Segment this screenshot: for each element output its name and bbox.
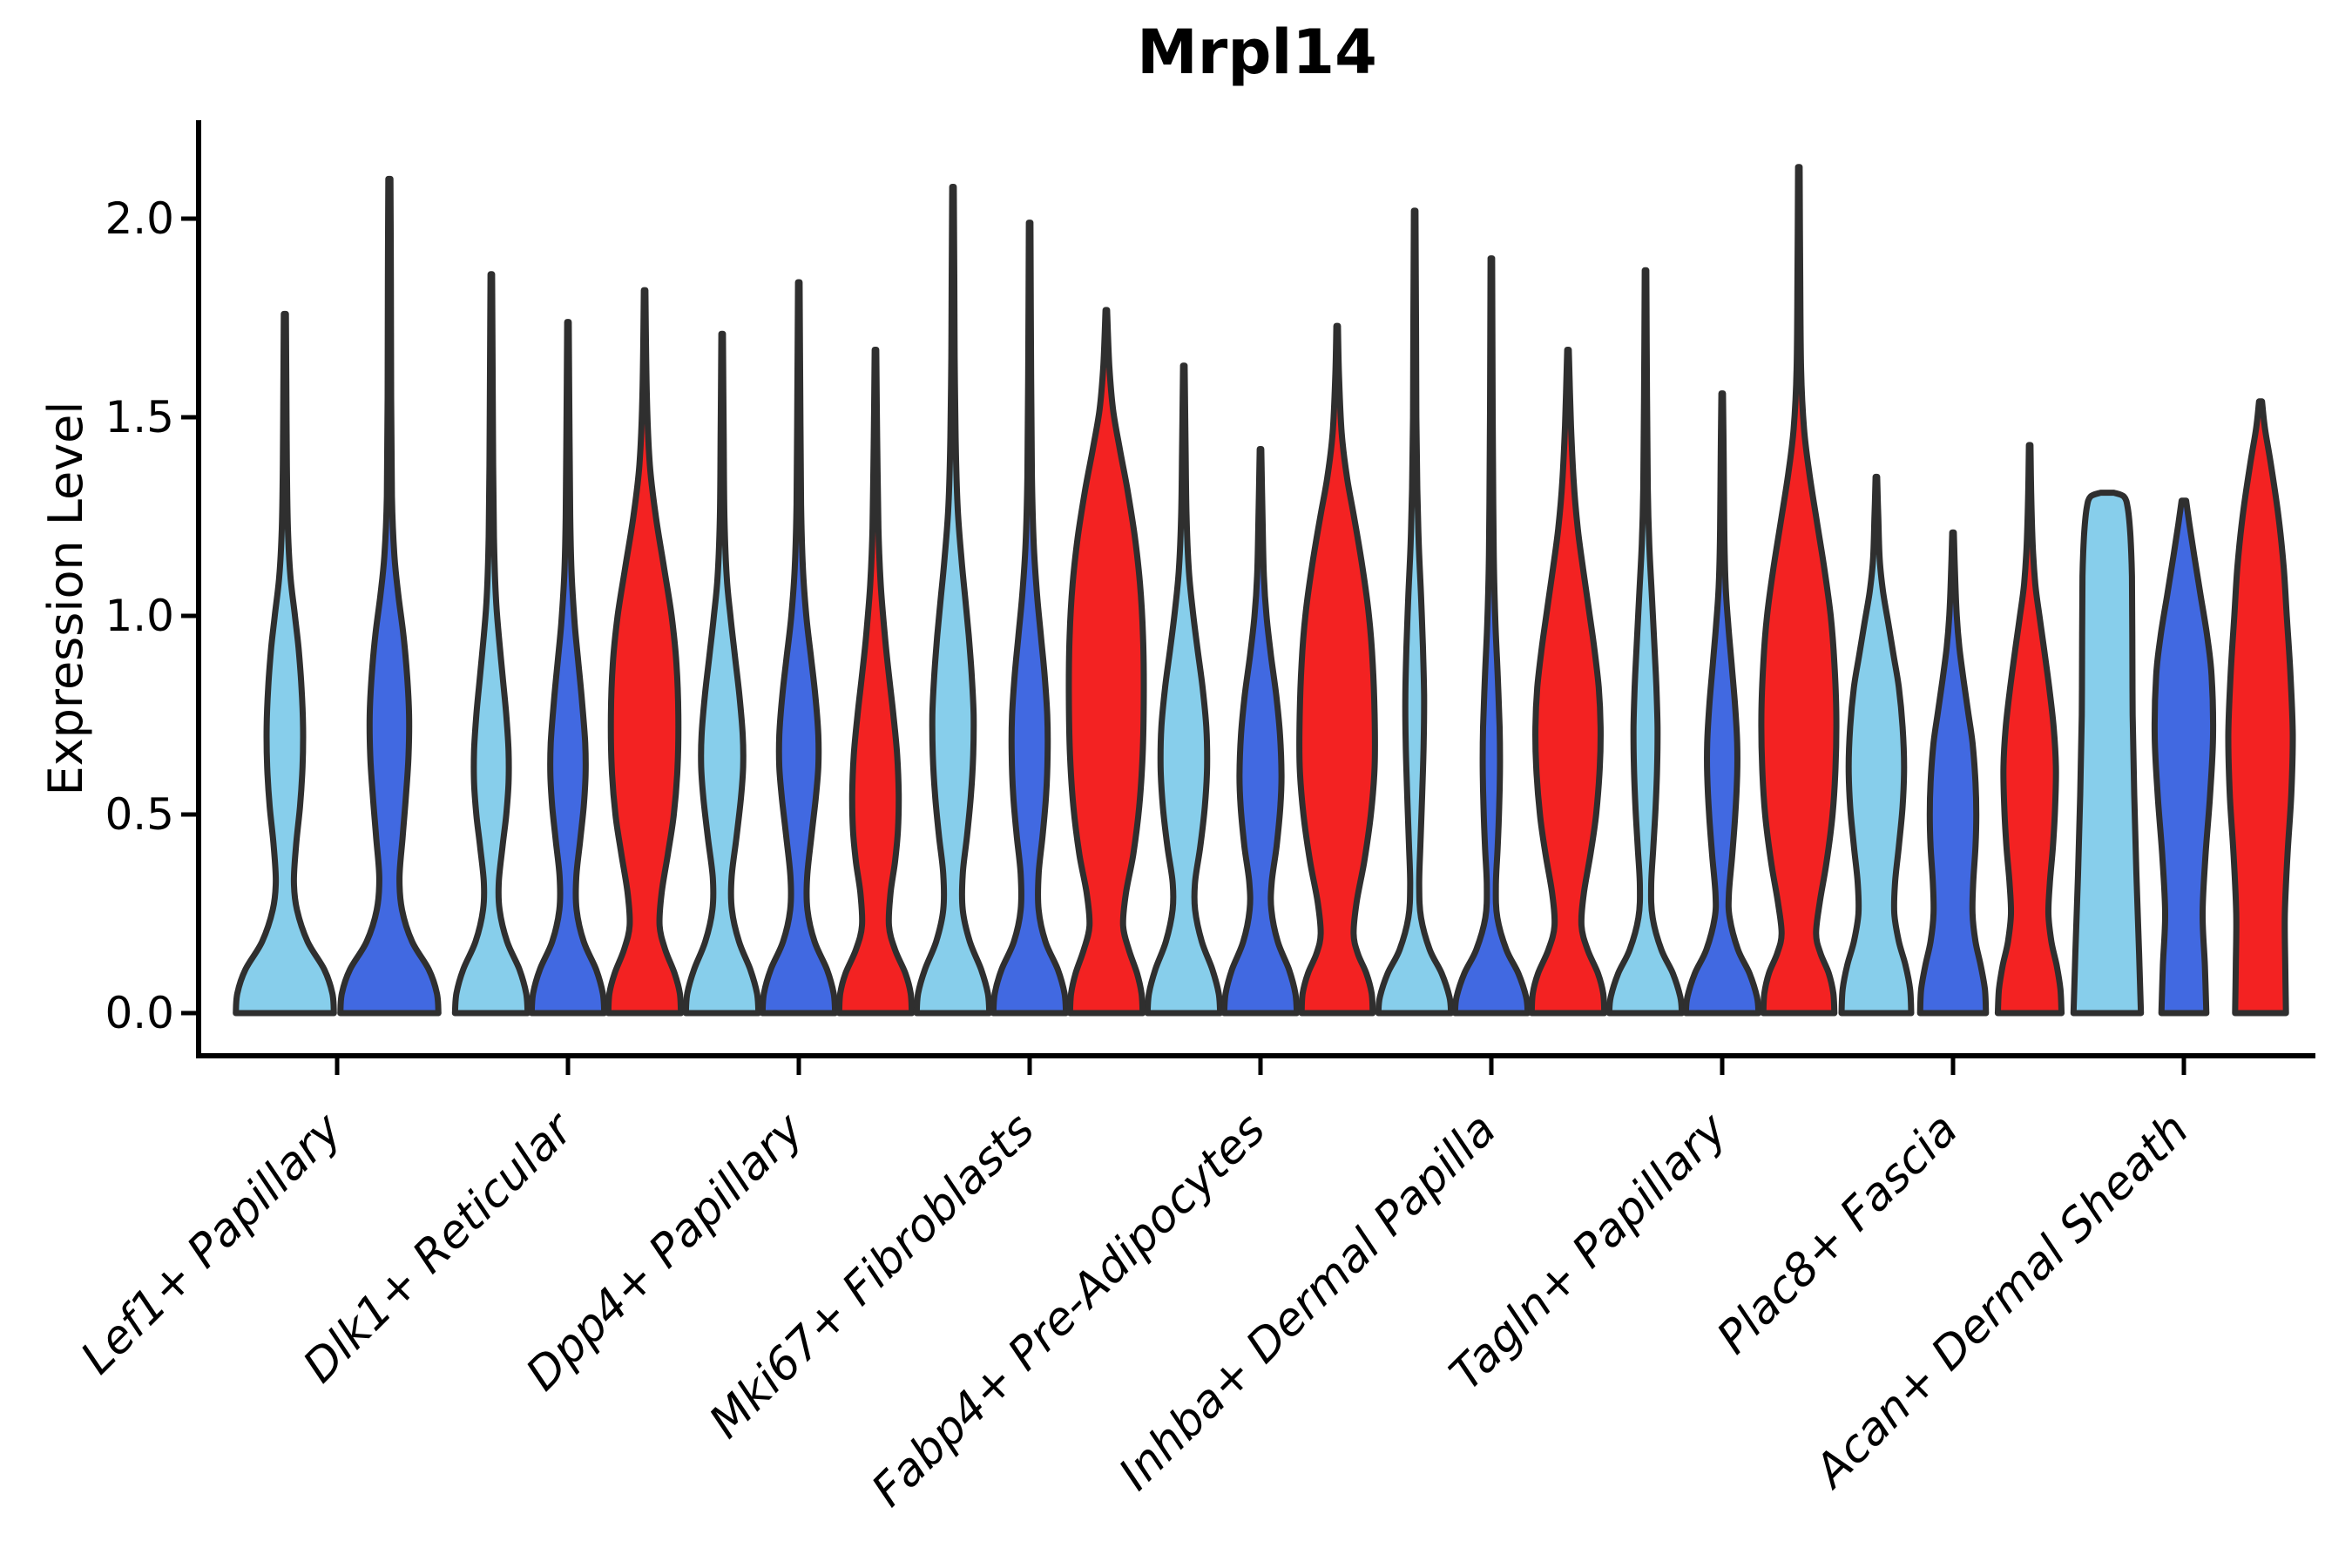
x-tick-label: Acan+ Dermal Sheath bbox=[1803, 1104, 2199, 1499]
x-tick-label: Plac8+ Fascia bbox=[1707, 1104, 1968, 1364]
violin-lef1-papillary-skyblue bbox=[233, 310, 337, 1017]
violin-dpp4-papillary-royalblue bbox=[759, 279, 839, 1017]
violin-dlk1-reticular-skyblue bbox=[451, 271, 531, 1017]
violin-acan-dermal-sheath-royalblue bbox=[2151, 497, 2217, 1017]
y-tick-label: 0.5 bbox=[105, 789, 174, 840]
violin-mki67-fibroblasts-red bbox=[1065, 307, 1147, 1017]
y-tick-label: 1.0 bbox=[105, 591, 174, 641]
violin-fabp4-pre-adipocytes-skyblue bbox=[1144, 362, 1224, 1017]
violin-plac8-fascia-red bbox=[1994, 442, 2065, 1017]
violin-tagln-papillary-red bbox=[1758, 164, 1840, 1017]
violin-lef1-papillary-royalblue bbox=[337, 175, 442, 1017]
violin-acan-dermal-sheath-red bbox=[2225, 398, 2296, 1017]
violin-plac8-fascia-royalblue bbox=[1916, 529, 1990, 1017]
violin-inhba-dermal-papilla-royalblue bbox=[1451, 255, 1531, 1017]
violin-dlk1-reticular-red bbox=[605, 287, 685, 1017]
violin-dpp4-papillary-red bbox=[835, 347, 916, 1017]
plot-title: Mrpl14 bbox=[1137, 17, 1377, 88]
violin-inhba-dermal-papilla-skyblue bbox=[1375, 207, 1455, 1017]
violin-mki67-fibroblasts-royalblue bbox=[990, 220, 1070, 1017]
violin-dlk1-reticular-royalblue bbox=[528, 319, 608, 1017]
violin-plac8-fascia-skyblue bbox=[1838, 473, 1915, 1017]
x-tick-label: Inhba+ Dermal Papilla bbox=[1109, 1104, 1506, 1501]
violin-tagln-papillary-skyblue bbox=[1605, 267, 1686, 1017]
violin-fabp4-pre-adipocytes-royalblue bbox=[1220, 446, 1301, 1017]
x-tick-label: Fabp4+ Pre-Adipocytes bbox=[862, 1104, 1276, 1517]
violin-tagln-papillary-royalblue bbox=[1682, 390, 1762, 1017]
y-tick-label: 0.0 bbox=[105, 988, 174, 1038]
violin-mki67-fibroblasts-skyblue bbox=[913, 184, 993, 1017]
y-tick-label: 2.0 bbox=[105, 193, 174, 244]
violin-acan-dermal-sheath-skyblue bbox=[2070, 490, 2145, 1017]
y-tick-label: 1.5 bbox=[105, 392, 174, 443]
violin-fabp4-pre-adipocytes-red bbox=[1296, 322, 1378, 1017]
violin-dpp4-papillary-skyblue bbox=[682, 330, 762, 1017]
violin-inhba-dermal-papilla-red bbox=[1528, 347, 1608, 1017]
y-axis-label: Expression Level bbox=[38, 401, 93, 796]
